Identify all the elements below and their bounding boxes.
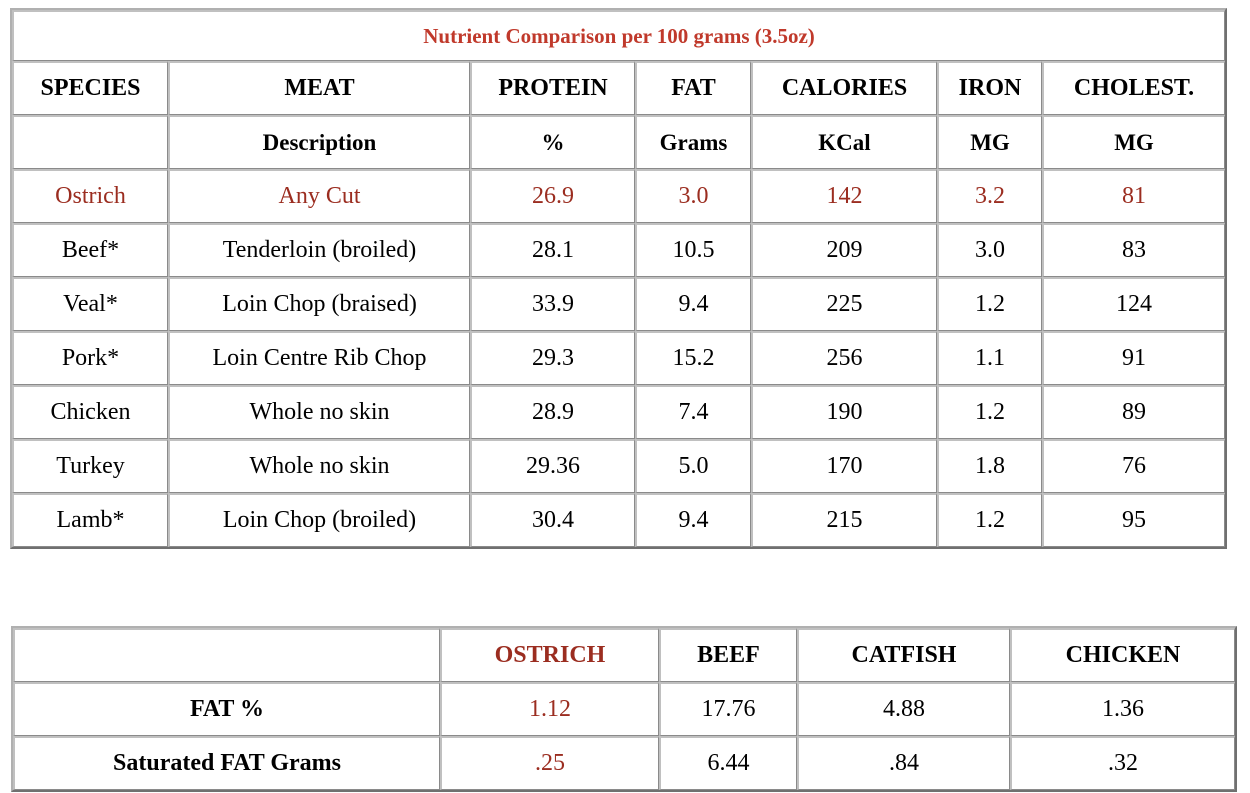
header-row: SPECIES MEAT PROTEIN FAT CALORIES IRON C… [12, 61, 1226, 115]
species-cell: Beef* [12, 223, 168, 277]
protein-cell: 33.9 [470, 277, 635, 331]
cholesterol-cell: 83 [1042, 223, 1226, 277]
table-title: Nutrient Comparison per 100 grams (3.5oz… [12, 10, 1226, 61]
subheader-iron-unit: MG [937, 115, 1042, 169]
subheader-species [12, 115, 168, 169]
species-cell: Ostrich [12, 169, 168, 223]
protein-cell: 29.36 [470, 439, 635, 493]
fat-cell: 15.2 [635, 331, 751, 385]
table-row: Chicken Whole no skin 28.9 7.4 190 1.2 8… [12, 385, 1226, 439]
calories-cell: 209 [751, 223, 937, 277]
protein-cell: 29.3 [470, 331, 635, 385]
fat-comparison-table: OSTRICH BEEF CATFISH CHICKEN FAT % 1.12 … [11, 626, 1237, 792]
meat-cell: Loin Centre Rib Chop [168, 331, 470, 385]
header-catfish: CATFISH [797, 628, 1010, 682]
calories-cell: 170 [751, 439, 937, 493]
iron-cell: 1.2 [937, 385, 1042, 439]
subheader-description: Description [168, 115, 470, 169]
calories-cell: 256 [751, 331, 937, 385]
meat-cell: Whole no skin [168, 385, 470, 439]
calories-cell: 215 [751, 493, 937, 547]
header-fat: FAT [635, 61, 751, 115]
protein-cell: 26.9 [470, 169, 635, 223]
protein-cell: 28.9 [470, 385, 635, 439]
ostrich-cell: 1.12 [440, 682, 659, 736]
meat-cell: Loin Chop (braised) [168, 277, 470, 331]
species-cell: Chicken [12, 385, 168, 439]
fat-cell: 9.4 [635, 277, 751, 331]
iron-cell: 1.2 [937, 493, 1042, 547]
species-cell: Turkey [12, 439, 168, 493]
chicken-cell: .32 [1010, 736, 1235, 790]
cholesterol-cell: 95 [1042, 493, 1226, 547]
iron-cell: 1.2 [937, 277, 1042, 331]
header-iron: IRON [937, 61, 1042, 115]
header-meat: MEAT [168, 61, 470, 115]
table-row: Ostrich Any Cut 26.9 3.0 142 3.2 81 [12, 169, 1226, 223]
table-row: Turkey Whole no skin 29.36 5.0 170 1.8 7… [12, 439, 1226, 493]
fat-cell: 3.0 [635, 169, 751, 223]
species-cell: Lamb* [12, 493, 168, 547]
iron-cell: 1.8 [937, 439, 1042, 493]
beef-cell: 6.44 [659, 736, 797, 790]
header-calories: CALORIES [751, 61, 937, 115]
cholesterol-cell: 76 [1042, 439, 1226, 493]
subheader-row: Description % Grams KCal MG MG [12, 115, 1226, 169]
fat-cell: 9.4 [635, 493, 751, 547]
fat-cell: 7.4 [635, 385, 751, 439]
meat-cell: Whole no skin [168, 439, 470, 493]
header-beef: BEEF [659, 628, 797, 682]
header-protein: PROTEIN [470, 61, 635, 115]
header-cholesterol: CHOLEST. [1042, 61, 1226, 115]
meat-cell: Any Cut [168, 169, 470, 223]
meat-cell: Loin Chop (broiled) [168, 493, 470, 547]
meat-cell: Tenderloin (broiled) [168, 223, 470, 277]
table-row: FAT % 1.12 17.76 4.88 1.36 [13, 682, 1235, 736]
beef-cell: 17.76 [659, 682, 797, 736]
cholesterol-cell: 91 [1042, 331, 1226, 385]
iron-cell: 3.2 [937, 169, 1042, 223]
cholesterol-cell: 124 [1042, 277, 1226, 331]
catfish-cell: .84 [797, 736, 1010, 790]
subheader-cholesterol-unit: MG [1042, 115, 1226, 169]
iron-cell: 3.0 [937, 223, 1042, 277]
cholesterol-cell: 81 [1042, 169, 1226, 223]
catfish-cell: 4.88 [797, 682, 1010, 736]
species-cell: Veal* [12, 277, 168, 331]
calories-cell: 190 [751, 385, 937, 439]
subheader-protein-unit: % [470, 115, 635, 169]
calories-cell: 225 [751, 277, 937, 331]
table-row: Saturated FAT Grams .25 6.44 .84 .32 [13, 736, 1235, 790]
table-row: Pork* Loin Centre Rib Chop 29.3 15.2 256… [12, 331, 1226, 385]
chicken-cell: 1.36 [1010, 682, 1235, 736]
fat-cell: 10.5 [635, 223, 751, 277]
nutrient-comparison-table: Nutrient Comparison per 100 grams (3.5oz… [10, 8, 1228, 549]
header-chicken: CHICKEN [1010, 628, 1235, 682]
header-ostrich: OSTRICH [440, 628, 659, 682]
row-label: FAT % [13, 682, 440, 736]
header-blank [13, 628, 440, 682]
header-species: SPECIES [12, 61, 168, 115]
table-row: Veal* Loin Chop (braised) 33.9 9.4 225 1… [12, 277, 1226, 331]
subheader-fat-unit: Grams [635, 115, 751, 169]
protein-cell: 28.1 [470, 223, 635, 277]
table-row: Lamb* Loin Chop (broiled) 30.4 9.4 215 1… [12, 493, 1226, 547]
table-row: Beef* Tenderloin (broiled) 28.1 10.5 209… [12, 223, 1226, 277]
header-row: OSTRICH BEEF CATFISH CHICKEN [13, 628, 1235, 682]
protein-cell: 30.4 [470, 493, 635, 547]
row-label: Saturated FAT Grams [13, 736, 440, 790]
ostrich-cell: .25 [440, 736, 659, 790]
calories-cell: 142 [751, 169, 937, 223]
cholesterol-cell: 89 [1042, 385, 1226, 439]
species-cell: Pork* [12, 331, 168, 385]
iron-cell: 1.1 [937, 331, 1042, 385]
subheader-calories-unit: KCal [751, 115, 937, 169]
fat-cell: 5.0 [635, 439, 751, 493]
